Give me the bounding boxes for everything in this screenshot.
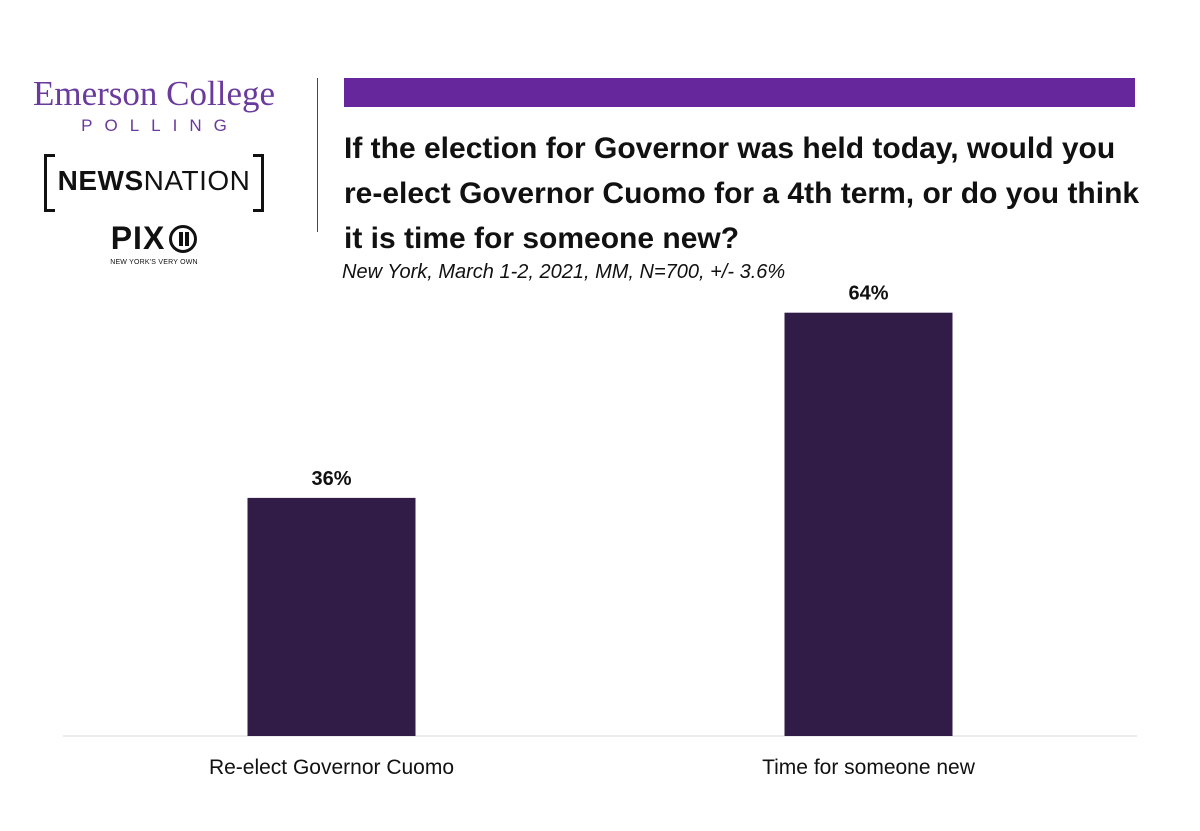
newsnation-left-bracket <box>44 154 55 212</box>
bar-0 <box>247 497 416 736</box>
newsnation-right-bracket <box>253 154 264 212</box>
header-divider <box>317 78 318 232</box>
pix-eleven-icon <box>169 224 198 253</box>
header-accent-bar <box>344 78 1135 107</box>
emerson-college-polling-logo: Emerson College POLLING <box>18 74 290 136</box>
data-label-0: 36% <box>311 468 351 490</box>
newsnation-logo: NEWSNATION <box>44 154 264 212</box>
pix11-logo: PIX NEW YORK'S VERY OWN <box>84 220 224 282</box>
bar-1 <box>784 312 953 736</box>
newsnation-logo-bold: NEWS <box>57 165 144 196</box>
category-label-0: Re-elect Governor Cuomo <box>209 756 454 779</box>
data-label-1: 64% <box>848 283 888 305</box>
category-label-1: Time for someone new <box>762 756 976 779</box>
emerson-logo-name: Emerson College <box>32 74 276 113</box>
newsnation-logo-rest: NATION <box>143 165 251 196</box>
chart-subtitle: New York, March 1-2, 2021, MM, N=700, +/… <box>342 261 786 283</box>
chart-title: If the election for Governor was held to… <box>344 132 1140 255</box>
pix-logo-word: PIX <box>110 220 166 256</box>
emerson-logo-sub: POLLING <box>81 116 239 135</box>
pix-logo-tagline: NEW YORK'S VERY OWN <box>110 259 198 266</box>
